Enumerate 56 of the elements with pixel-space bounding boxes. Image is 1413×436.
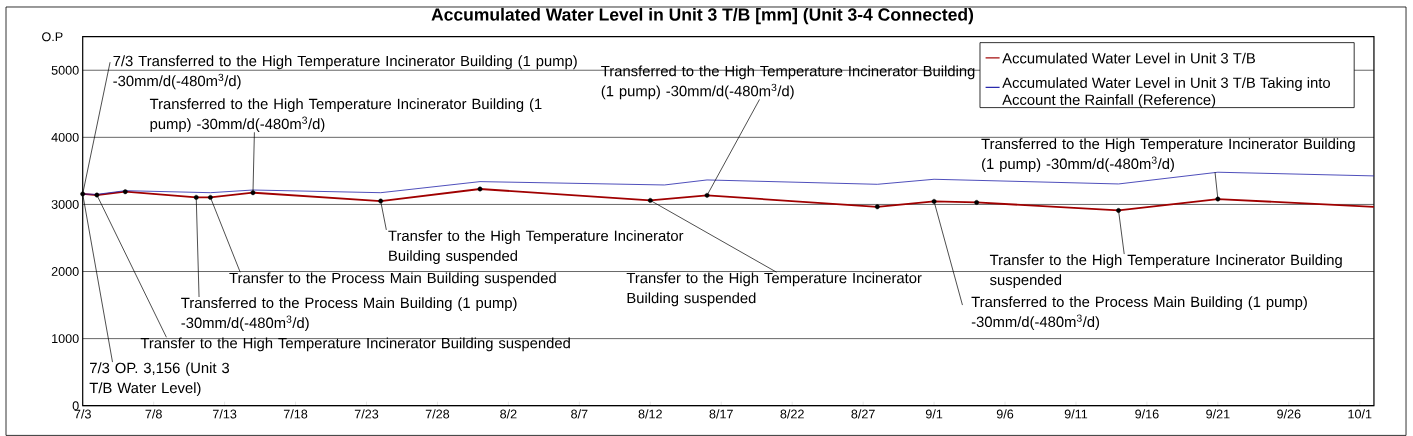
y-tick-label: 3000: [51, 199, 79, 209]
point: [80, 191, 86, 197]
x-tick-label: 7/23: [354, 409, 379, 419]
legend-label: Accumulated Water Level in Unit 3 T/B: [1002, 52, 1255, 64]
point: [477, 186, 483, 192]
x-tick-label: 9/6: [996, 409, 1014, 419]
point: [378, 198, 384, 204]
annotation: Transfer to the Process Main Building suspended: [229, 272, 556, 287]
annotation: Transfer to the High Temperature Incinerator Building suspended: [626, 272, 922, 307]
point: [647, 198, 653, 203]
y-tick-label: 4000: [51, 132, 79, 142]
legend-label: Accumulated Water Level in Unit 3 T/B Taking into Account the Rainfall (Reference): [1002, 77, 1331, 108]
point: [250, 190, 256, 196]
point: [704, 192, 710, 198]
annotation: Transferred to the High Temperature Incinerator Building (1 pump) -30mm/d(-480m$^{3}$/d): [601, 65, 975, 100]
x-tick-label: 7/13: [212, 409, 237, 419]
x-tick-label: 8/2: [500, 409, 517, 419]
annotation: Transferred to the High Temperature Incinerator Building (1 pump) -30mm/d(-480m$^{3}$/d): [981, 138, 1355, 173]
point: [1116, 208, 1121, 213]
y-tick-label: 0: [72, 401, 79, 411]
x-tick-label: 10/1: [1348, 409, 1372, 419]
x-tick-label: 7/18: [283, 409, 308, 419]
y-tick-label: 1000: [52, 334, 79, 344]
point: [1215, 196, 1221, 202]
x-tick-label: 8/7: [571, 409, 588, 419]
x-tick-label: 8/27: [851, 409, 875, 419]
x-tick-label: 8/12: [638, 409, 662, 419]
y-tick-label: 5000: [51, 65, 79, 75]
x-tick-label: 9/16: [1135, 409, 1159, 419]
x-tick-label: 9/21: [1206, 409, 1230, 419]
annotation: Transferred to the Process Main Building (1 pump) -30mm/d(-480m$^{3}$/d): [181, 297, 517, 331]
x-tick-label: 8/17: [709, 409, 733, 419]
x-tick-label: 8/22: [780, 409, 804, 419]
x-tick-label: 7/8: [145, 409, 162, 419]
x-tick-label: 7/28: [425, 409, 450, 419]
y-axis-title: O.P: [42, 32, 63, 42]
x-tick-label: 7/3: [74, 409, 91, 419]
point: [874, 204, 880, 210]
chart-title: Accumulated Water Level in Unit 3 T/B [mm] (Unit 3-4 Connected): [431, 7, 974, 25]
point: [122, 189, 128, 195]
point: [208, 194, 213, 200]
annotation: Transfer to the High Temperature Incinerator Building suspended: [989, 254, 1342, 289]
point: [94, 192, 100, 198]
x-tick-label: 9/1: [925, 409, 943, 419]
annotation: Transfer to the High Temperature Incinerator Building suspended: [388, 230, 684, 264]
x-tick-label: 9/26: [1277, 409, 1301, 419]
x-tick-label: 9/11: [1064, 409, 1088, 419]
annotation: Transfer to the High Temperature Incinerator Building suspended: [140, 337, 570, 352]
point: [931, 199, 937, 204]
annotation: 7/3 OP. 3,156 (Unit 3 T/B Water Level): [89, 362, 230, 397]
y-tick-label: 2000: [51, 267, 79, 276]
annotation: 7/3 Transferred to the High Temperature Incinerator Building (1 pump) -30mm/d(-480m$^{3}$/d): [113, 55, 577, 90]
point: [974, 200, 980, 205]
point: [193, 194, 199, 200]
annotation: Transferred to the High Temperature Incinerator Building (1 pump) -30mm/d(-480m$^{3}$/d): [149, 98, 542, 133]
annotation: Transferred to the Process Main Building (1 pump) -30mm/d(-480m$^{3}$/d): [971, 296, 1307, 330]
